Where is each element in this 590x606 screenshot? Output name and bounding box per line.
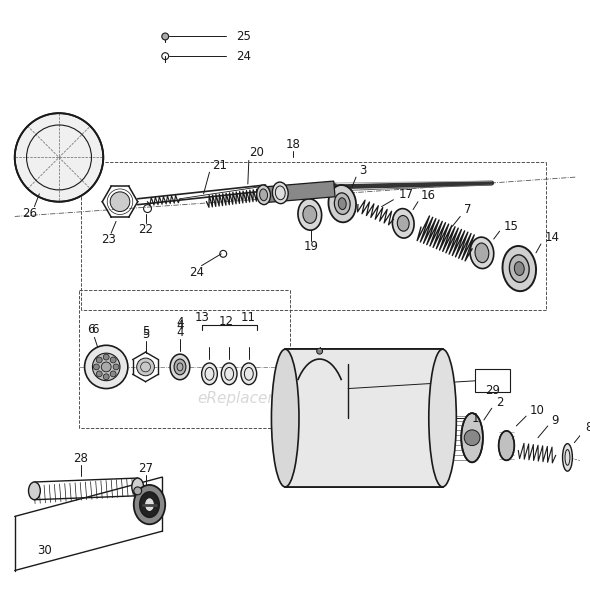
Circle shape xyxy=(84,345,128,388)
Text: 12: 12 xyxy=(219,315,234,328)
Text: 4: 4 xyxy=(176,319,183,332)
Circle shape xyxy=(93,353,120,381)
Circle shape xyxy=(101,362,111,372)
Circle shape xyxy=(110,192,130,211)
Ellipse shape xyxy=(170,354,190,380)
Text: 11: 11 xyxy=(240,311,255,324)
Text: 27: 27 xyxy=(138,462,153,474)
Circle shape xyxy=(317,348,323,354)
Text: 8: 8 xyxy=(585,421,590,435)
Ellipse shape xyxy=(145,498,155,511)
Text: 15: 15 xyxy=(503,220,519,233)
Ellipse shape xyxy=(273,182,288,204)
Polygon shape xyxy=(263,181,335,202)
Text: 24: 24 xyxy=(236,50,251,62)
Text: eReplacementParts.com: eReplacementParts.com xyxy=(197,391,384,406)
Ellipse shape xyxy=(221,363,237,385)
Circle shape xyxy=(96,371,102,377)
Ellipse shape xyxy=(509,255,529,282)
Text: 29: 29 xyxy=(485,384,500,397)
Ellipse shape xyxy=(28,482,40,500)
Text: 17: 17 xyxy=(398,188,414,201)
Ellipse shape xyxy=(499,431,514,461)
Ellipse shape xyxy=(241,363,257,385)
FancyBboxPatch shape xyxy=(475,369,510,393)
Ellipse shape xyxy=(132,478,143,496)
Circle shape xyxy=(113,364,119,370)
Bar xyxy=(285,349,442,487)
Text: 3: 3 xyxy=(359,164,366,177)
Ellipse shape xyxy=(503,246,536,291)
Text: 4: 4 xyxy=(176,326,183,339)
Ellipse shape xyxy=(202,363,217,385)
Text: 2: 2 xyxy=(496,396,503,409)
Text: 28: 28 xyxy=(73,452,88,465)
Ellipse shape xyxy=(260,189,267,201)
Text: 25: 25 xyxy=(236,30,251,43)
Ellipse shape xyxy=(429,349,456,487)
Ellipse shape xyxy=(174,359,186,375)
Circle shape xyxy=(162,33,169,40)
Text: 23: 23 xyxy=(101,233,116,245)
Text: 20: 20 xyxy=(249,146,264,159)
Ellipse shape xyxy=(461,413,483,462)
Text: 6: 6 xyxy=(87,323,94,336)
Circle shape xyxy=(134,487,142,494)
Text: 30: 30 xyxy=(37,544,52,558)
Ellipse shape xyxy=(392,208,414,238)
Circle shape xyxy=(137,358,155,376)
Ellipse shape xyxy=(303,205,317,224)
Ellipse shape xyxy=(271,349,299,487)
Ellipse shape xyxy=(329,185,356,222)
Circle shape xyxy=(103,374,109,380)
Text: 26: 26 xyxy=(22,207,37,220)
Text: 16: 16 xyxy=(421,189,436,202)
Text: 9: 9 xyxy=(552,413,559,427)
Ellipse shape xyxy=(140,492,159,518)
Text: 5: 5 xyxy=(142,328,149,341)
Ellipse shape xyxy=(338,198,346,210)
Text: 10: 10 xyxy=(530,404,545,417)
Ellipse shape xyxy=(257,185,270,205)
Text: 6: 6 xyxy=(91,323,98,336)
Text: 21: 21 xyxy=(212,159,227,172)
Text: 14: 14 xyxy=(545,231,560,244)
Text: 24: 24 xyxy=(189,266,204,279)
Circle shape xyxy=(96,357,102,363)
Text: 22: 22 xyxy=(138,223,153,236)
Ellipse shape xyxy=(514,262,524,276)
Text: 13: 13 xyxy=(194,311,209,324)
Ellipse shape xyxy=(298,199,322,230)
Circle shape xyxy=(464,430,480,445)
Circle shape xyxy=(110,371,116,377)
Text: 4: 4 xyxy=(176,316,183,329)
Ellipse shape xyxy=(397,216,409,231)
Circle shape xyxy=(15,113,103,202)
Ellipse shape xyxy=(335,193,350,215)
Text: 7: 7 xyxy=(464,203,471,216)
Text: 5: 5 xyxy=(142,325,149,338)
Circle shape xyxy=(110,357,116,363)
Circle shape xyxy=(103,354,109,360)
Ellipse shape xyxy=(470,237,494,268)
Text: 1: 1 xyxy=(472,411,480,425)
Text: 19: 19 xyxy=(303,241,318,253)
Ellipse shape xyxy=(475,243,489,262)
Ellipse shape xyxy=(134,485,165,524)
Text: 18: 18 xyxy=(286,138,300,151)
Ellipse shape xyxy=(562,444,572,471)
Circle shape xyxy=(93,364,99,370)
